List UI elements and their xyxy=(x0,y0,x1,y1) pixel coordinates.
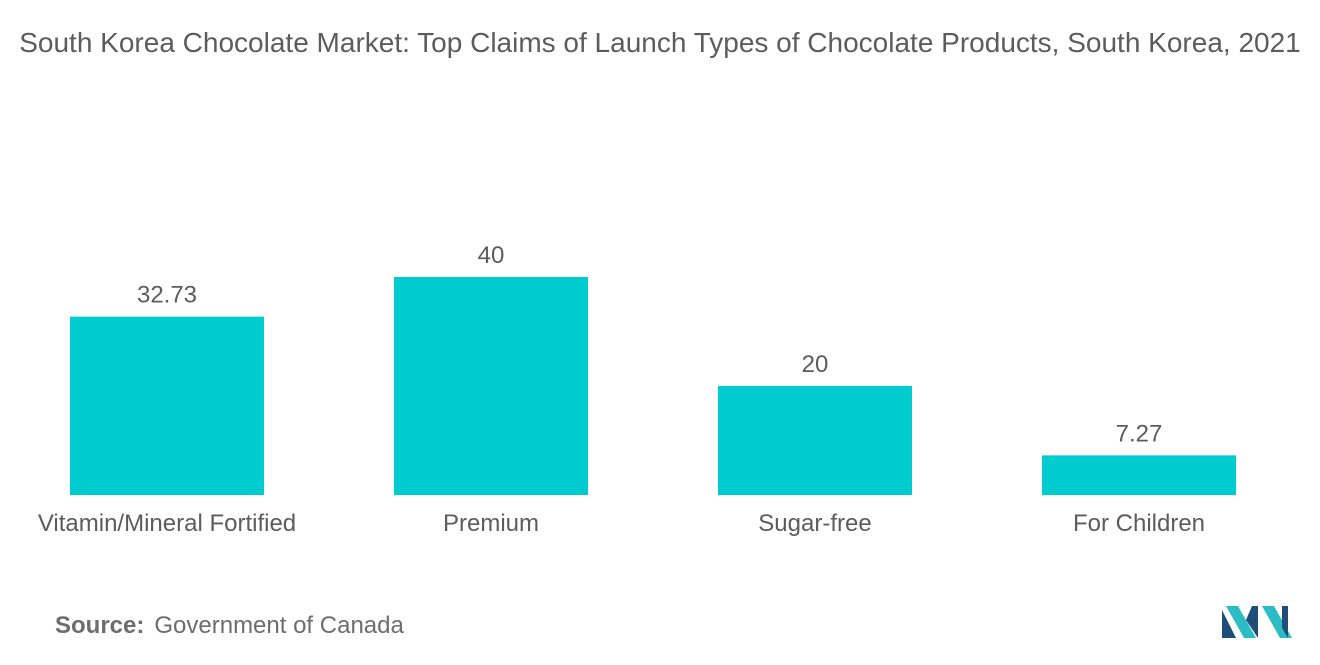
category-label: Premium xyxy=(443,510,539,537)
bar-chart: 32.73 40 20 7.27 Vitamin/Mineral Fortified P… xyxy=(38,242,1236,537)
category-label-group: Vitamin/Mineral Fortified Premium Sugar-fr… xyxy=(38,510,1205,537)
bar-value-label: 20 xyxy=(802,351,829,378)
category-label: Vitamin/Mineral Fortified xyxy=(38,510,296,537)
category-label: For Children xyxy=(1073,510,1205,537)
source-label: Source: xyxy=(55,612,145,639)
bar xyxy=(1042,455,1236,495)
bar xyxy=(718,386,912,495)
value-label-group: 32.73 40 20 7.27 xyxy=(137,242,1162,447)
category-label: Sugar-free xyxy=(758,510,871,537)
bar-group xyxy=(70,277,1236,495)
bar-value-label: 7.27 xyxy=(1116,420,1163,447)
chart-title: South Korea Chocolate Market: Top Claims… xyxy=(19,27,1301,58)
bar xyxy=(394,277,588,495)
bar-value-label: 32.73 xyxy=(137,282,197,309)
mordor-intelligence-logo-icon xyxy=(1222,606,1292,638)
source-note: Source: Government of Canada xyxy=(55,612,404,640)
bar xyxy=(70,316,264,495)
bar-value-label: 40 xyxy=(478,242,505,269)
source-text: Government of Canada xyxy=(154,612,404,639)
